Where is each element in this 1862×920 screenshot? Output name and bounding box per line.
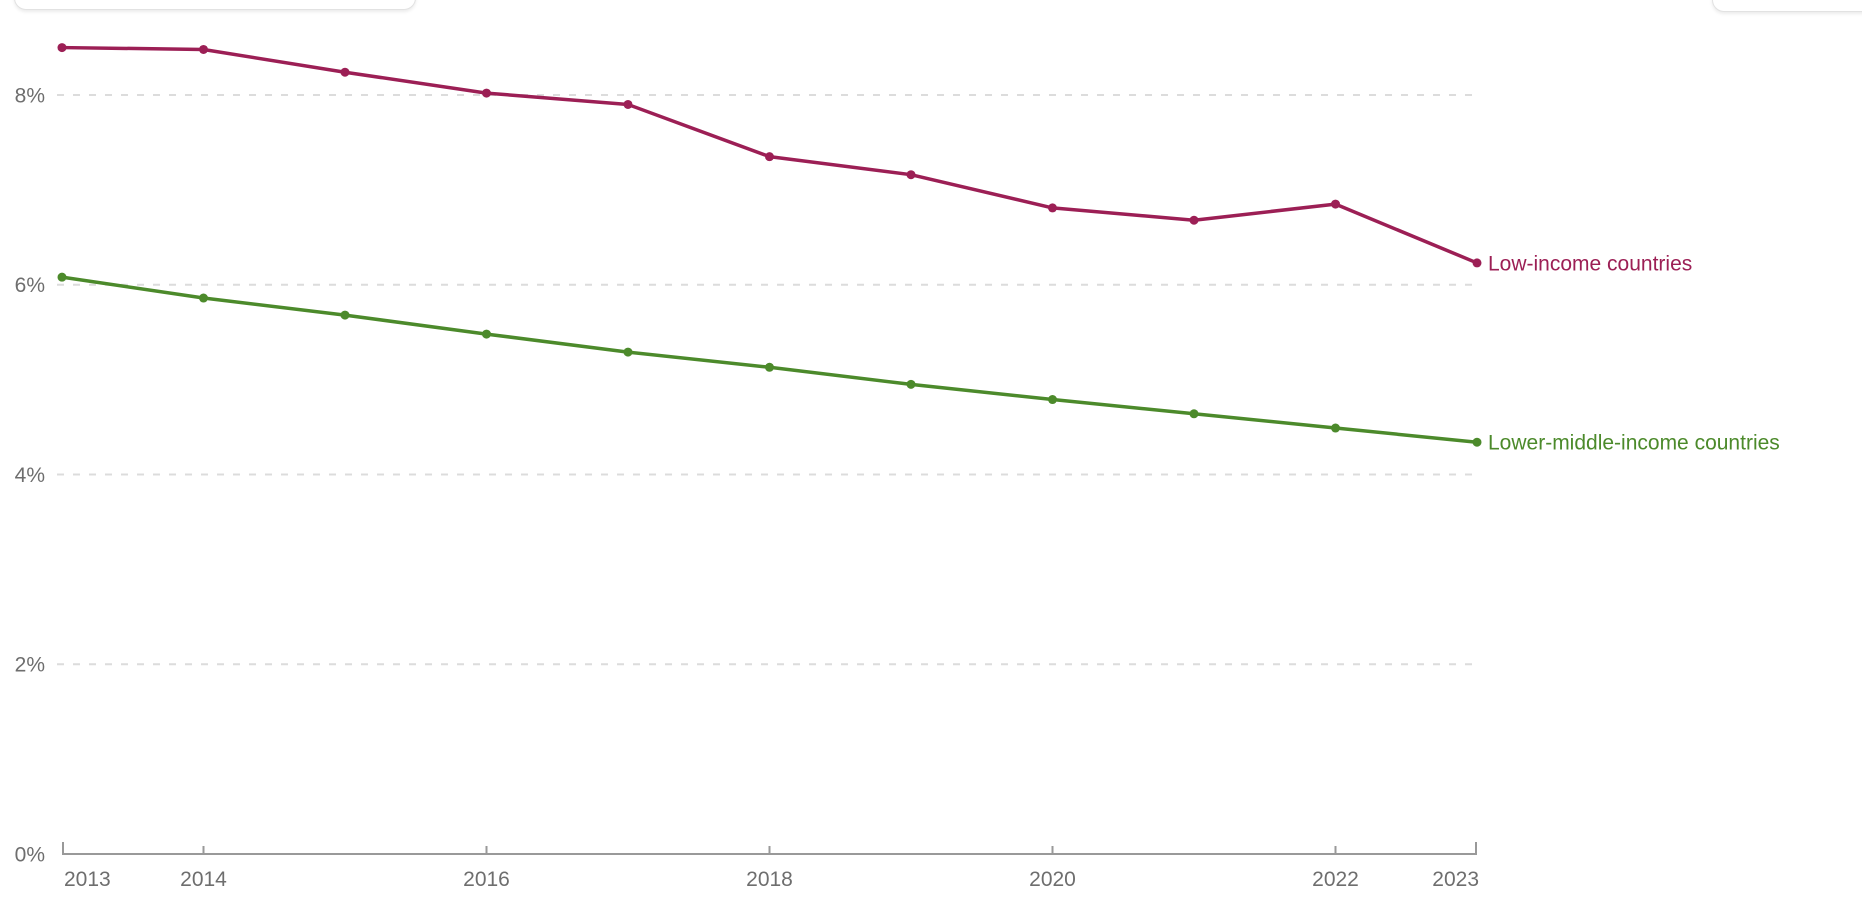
x-tick-label: 2016: [463, 868, 510, 891]
top-right-control-cutoff[interactable]: [1712, 0, 1862, 12]
x-tick-label: 2020: [1029, 868, 1076, 891]
x-tick-label: 2018: [746, 868, 793, 891]
series-point-low-income-countries-2021[interactable]: [1189, 215, 1199, 225]
series-point-lower-middle-income-countries-2021[interactable]: [1189, 409, 1199, 419]
series-point-lower-middle-income-countries-2016[interactable]: [482, 329, 491, 339]
series-point-lower-middle-income-countries-2014[interactable]: [199, 293, 208, 303]
y-tick-label: 0%: [15, 843, 45, 866]
x-tick-label: 2022: [1312, 868, 1359, 891]
series-point-low-income-countries-2016[interactable]: [482, 88, 491, 98]
series-point-lower-middle-income-countries-2013[interactable]: [57, 272, 67, 282]
series-point-low-income-countries-2013[interactable]: [57, 43, 67, 53]
series-point-low-income-countries-2019[interactable]: [906, 170, 916, 180]
series-point-lower-middle-income-countries-2022[interactable]: [1331, 423, 1340, 433]
series-label-lower-middle-income-countries[interactable]: Lower-middle-income countries: [1488, 432, 1780, 455]
series-point-lower-middle-income-countries-2017[interactable]: [623, 347, 633, 357]
x-tick-label: 2023: [1432, 868, 1479, 891]
top-left-control-cutoff[interactable]: [14, 0, 416, 10]
series-point-low-income-countries-2023[interactable]: [1472, 258, 1482, 268]
series-point-low-income-countries-2022[interactable]: [1331, 199, 1340, 209]
y-tick-label: 6%: [15, 274, 45, 297]
series-point-low-income-countries-2014[interactable]: [199, 44, 208, 54]
series-point-lower-middle-income-countries-2018[interactable]: [765, 362, 774, 372]
series-point-low-income-countries-2018[interactable]: [765, 152, 774, 162]
series-label-low-income-countries[interactable]: Low-income countries: [1488, 252, 1692, 275]
series-point-lower-middle-income-countries-2023[interactable]: [1472, 437, 1482, 447]
series-point-lower-middle-income-countries-2019[interactable]: [906, 379, 916, 389]
series-line-lower-middle-income-countries[interactable]: [60, 275, 1479, 444]
x-tick-label: 2013: [64, 868, 111, 891]
series-point-lower-middle-income-countries-2020[interactable]: [1048, 395, 1057, 405]
y-tick-label: 4%: [15, 464, 45, 487]
y-tick-label: 8%: [15, 84, 45, 107]
y-tick-label: 2%: [15, 654, 45, 677]
series-point-low-income-countries-2015[interactable]: [340, 67, 350, 77]
series-point-low-income-countries-2020[interactable]: [1048, 203, 1057, 213]
series-point-lower-middle-income-countries-2015[interactable]: [340, 310, 350, 320]
x-tick-label: 2014: [180, 868, 227, 891]
series-point-low-income-countries-2017[interactable]: [623, 99, 633, 109]
